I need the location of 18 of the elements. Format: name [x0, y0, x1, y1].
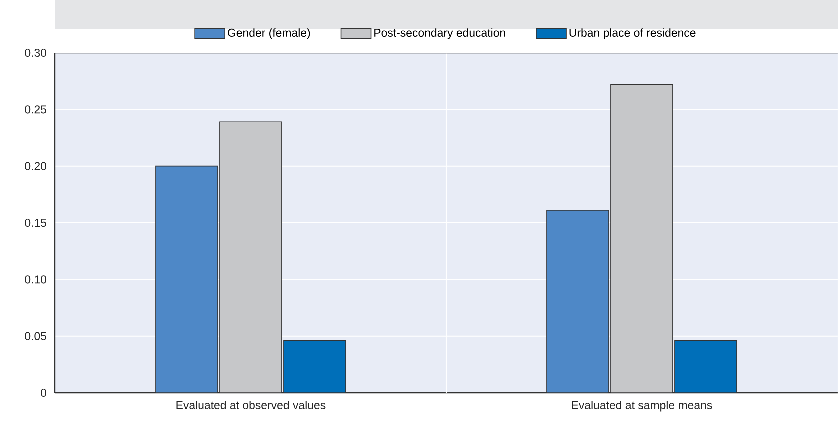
- x-tick-label: Evaluated at observed values: [176, 401, 326, 410]
- bar: [156, 166, 218, 393]
- bar: [284, 340, 346, 393]
- y-tick-label: 0.30: [25, 48, 47, 58]
- bar: [220, 122, 282, 393]
- y-tick-label: 0.10: [25, 276, 47, 284]
- y-tick-label: 0.25: [25, 106, 46, 114]
- y-tick-label: 0.15: [25, 218, 46, 228]
- bar: [610, 84, 674, 393]
- legend-label: Gender (female): [228, 28, 310, 40]
- y-tick-label: 0.20: [25, 162, 47, 170]
- x-tick-label: Evaluated at sample means: [572, 401, 712, 412]
- bar: [546, 210, 610, 393]
- bar: [674, 340, 738, 393]
- legend-label: Post-secondary education: [374, 28, 506, 40]
- y-tick-label: 0.05: [25, 332, 46, 340]
- legend-label: Urban place of residence: [570, 28, 696, 40]
- y-tick-label: 0: [41, 388, 47, 398]
